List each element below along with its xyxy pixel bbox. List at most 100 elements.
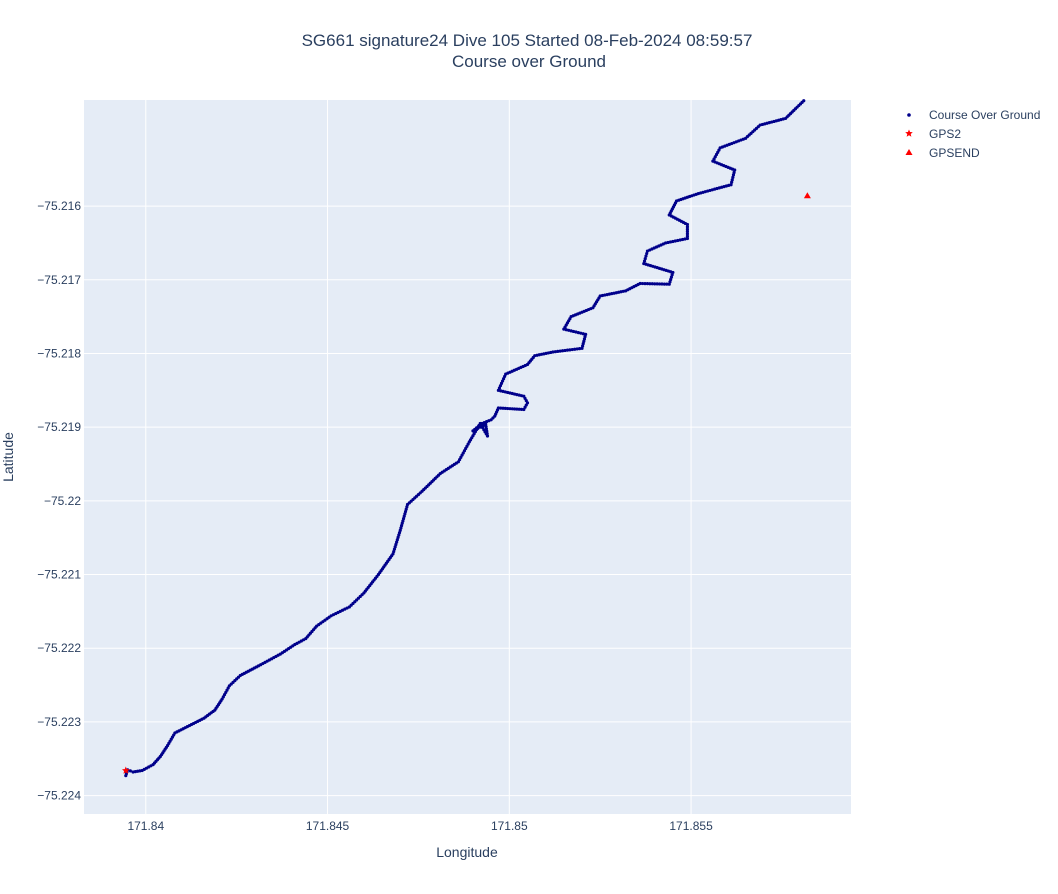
course-point (655, 282, 659, 286)
x-tick-label: 171.855 (669, 819, 713, 833)
legend-label-course-over-ground: Course Over Ground (929, 108, 1040, 122)
course-point (567, 328, 571, 332)
course-point (484, 427, 488, 431)
course-point (678, 238, 682, 242)
course-point (576, 331, 580, 335)
course-point (551, 350, 555, 354)
legend-dot-marker (907, 113, 911, 117)
course-point (642, 261, 646, 266)
y-tick-label: −75.218 (37, 346, 81, 360)
course-point (575, 347, 579, 351)
course-point (512, 407, 517, 411)
course-point (685, 236, 690, 241)
course-point (485, 429, 489, 433)
course-point (517, 407, 521, 411)
legend-item-gpsend[interactable]: GPSEND (905, 146, 981, 160)
course-point (729, 183, 733, 187)
course-point (561, 349, 565, 353)
legend-label-gpsend: GPSEND (929, 146, 980, 160)
course-point (510, 407, 514, 411)
course-point (645, 251, 649, 256)
course-point (802, 99, 806, 103)
course-point (565, 348, 570, 352)
legend: Course Over Ground GPS2 GPSEND (905, 108, 1040, 160)
course-point (666, 240, 670, 245)
course-point (648, 282, 652, 286)
course-point (645, 282, 650, 286)
legend-item-gps2[interactable]: GPS2 (905, 127, 961, 141)
course-point (685, 232, 690, 236)
course-point (563, 348, 567, 353)
course-point (501, 406, 505, 410)
course-over-ground-series (124, 99, 806, 778)
course-point (128, 769, 132, 773)
course-point (569, 329, 573, 333)
course-point (660, 282, 664, 286)
course-point (515, 407, 519, 411)
course-point (685, 227, 690, 231)
course-point (643, 256, 647, 261)
plot-area (84, 100, 851, 814)
course-point (579, 331, 583, 335)
course-point (570, 347, 574, 352)
course-point (664, 241, 668, 245)
course-point (584, 332, 588, 336)
legend-triangle-marker (905, 149, 913, 155)
x-tick-label: 171.85 (491, 819, 528, 833)
data-layer (122, 99, 811, 778)
course-point (485, 432, 489, 436)
course-point (506, 406, 510, 411)
course-point (657, 282, 662, 286)
y-tick-label: −75.217 (37, 273, 81, 287)
legend-label-gps2: GPS2 (929, 127, 961, 141)
course-point (650, 282, 654, 286)
course-point (731, 173, 736, 177)
course-point (685, 229, 690, 234)
course-point (643, 282, 647, 286)
course-point (644, 254, 648, 258)
course-point (671, 239, 675, 244)
course-point (503, 406, 507, 410)
course-point (680, 237, 685, 242)
legend-star-marker (905, 129, 913, 137)
course-point (730, 180, 734, 184)
y-tick-label: −75.224 (37, 789, 81, 803)
course-point (553, 350, 557, 354)
y-tick-label: −75.219 (37, 420, 81, 434)
x-tick-label: 171.845 (306, 819, 350, 833)
y-tick-label: −75.22 (44, 494, 81, 508)
course-point (732, 170, 736, 175)
course-point (730, 178, 734, 182)
gpsend-marker (803, 192, 811, 199)
tick-labels: 171.84 171.845 171.85 171.855 −75.216 −75.217… (37, 199, 713, 833)
chart-title-line-1: SG661 signature24 Dive 105 Started 08-Fe… (302, 31, 753, 50)
course-point (573, 347, 577, 351)
course-point (685, 234, 690, 238)
course-point (676, 238, 680, 243)
y-tick-label: −75.222 (37, 641, 81, 655)
course-point (519, 407, 524, 411)
chart-title-line-2: Course over Ground (452, 52, 606, 71)
course-point (508, 407, 512, 411)
course-point (499, 406, 503, 410)
course-point (564, 328, 568, 332)
course-point (571, 329, 576, 334)
course-point (640, 281, 645, 286)
y-tick-label: −75.223 (37, 715, 81, 729)
course-point (668, 240, 673, 244)
course-point (653, 282, 657, 286)
course-point (731, 175, 735, 179)
legend-item-course-over-ground[interactable]: Course Over Ground (907, 108, 1040, 122)
course-point (642, 259, 647, 263)
y-axis-title: Latitude (0, 432, 16, 482)
course-point (685, 225, 690, 229)
course-point (496, 406, 500, 410)
course-point (673, 239, 677, 243)
grid-lines (84, 100, 851, 814)
course-point (577, 347, 582, 351)
course-point (558, 349, 562, 353)
course-point (485, 434, 490, 438)
course-point (581, 332, 585, 336)
